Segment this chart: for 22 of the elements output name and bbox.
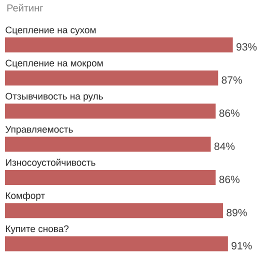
bar (5, 170, 216, 185)
y-tick-label: Комфорт (6, 192, 45, 201)
bar (5, 236, 228, 252)
y-tick-label: Износоустойчивость (6, 158, 96, 168)
y-tick-label: Управляемость (5, 126, 73, 135)
bar (5, 104, 216, 119)
bar (5, 136, 211, 152)
data-label: 93% (236, 43, 257, 51)
bar (5, 37, 233, 52)
data-label: 91% (232, 242, 252, 250)
bar (5, 70, 218, 86)
y-tick-label: Купите снова? (6, 225, 69, 234)
bar (5, 203, 224, 218)
y-tick-label: Сцепление на сухом (6, 26, 96, 36)
data-label: 84% (214, 142, 235, 150)
data-label: 86% (219, 176, 240, 184)
chart-title: Рейтинг (7, 4, 43, 12)
data-label: 89% (226, 208, 247, 216)
data-label: 87% (222, 76, 242, 84)
y-tick-label: Сцепление на мокром (6, 60, 103, 68)
data-label: 86% (219, 109, 240, 117)
y-tick-label: Отзывчивость на руль (6, 92, 103, 102)
